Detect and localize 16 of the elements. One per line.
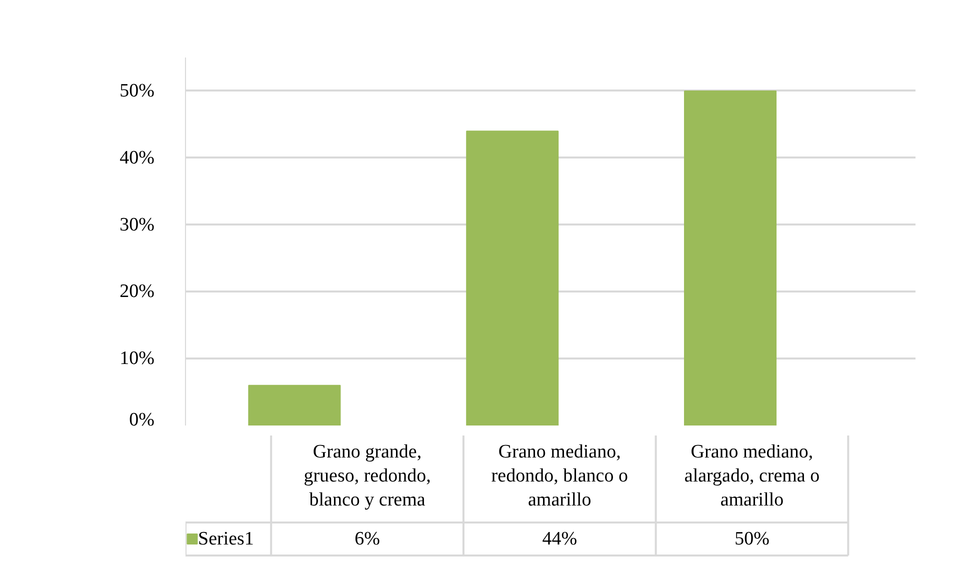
y-tick-label: 40% bbox=[120, 147, 155, 168]
y-tick-label: 10% bbox=[120, 348, 155, 370]
y-tick-label: 30% bbox=[120, 214, 155, 236]
x-tick-label: Grano mediano, alargado, crema o amarillo bbox=[684, 441, 820, 511]
y-tick-label: 50% bbox=[120, 80, 155, 102]
x-tick-label: Grano mediano, redondo, blanco o amarillo bbox=[491, 441, 628, 511]
y-tick-label: 0% bbox=[129, 410, 155, 430]
x-tick-label: Grano grande, grueso, redondo, blanco y crema bbox=[304, 441, 431, 511]
bar bbox=[466, 130, 559, 426]
legend-label: Series1 bbox=[198, 528, 254, 550]
data-label: 44% bbox=[542, 528, 578, 550]
data-label: 50% bbox=[734, 528, 770, 550]
data-label: 6% bbox=[354, 528, 380, 550]
y-tick-label: 20% bbox=[120, 281, 155, 302]
bar bbox=[248, 384, 341, 426]
bar bbox=[684, 90, 777, 426]
